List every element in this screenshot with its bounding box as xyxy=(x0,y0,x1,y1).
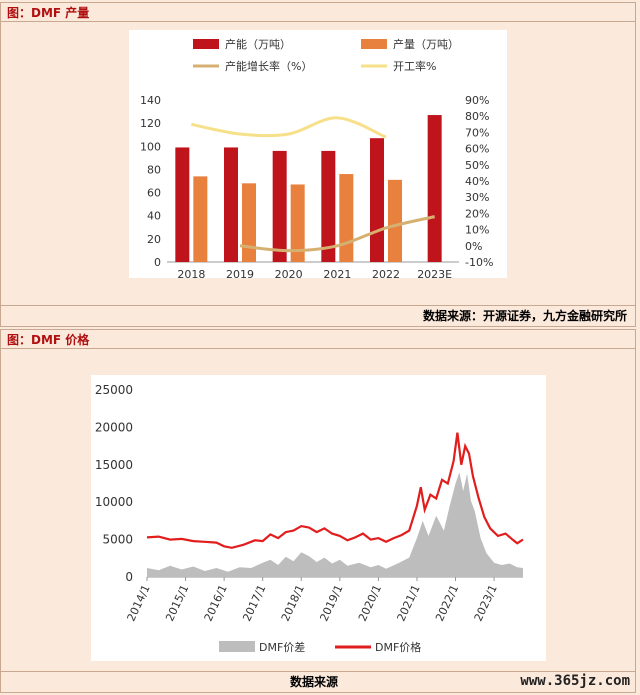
legend-price-label: DMF价格 xyxy=(375,640,421,654)
bar-output xyxy=(193,176,208,262)
y-tick-label: 0 xyxy=(125,570,133,584)
bar-capacity xyxy=(224,147,238,262)
legend-label: 产能增长率（%） xyxy=(225,59,312,73)
right-tick-label: 0% xyxy=(465,240,482,253)
bar-capacity xyxy=(370,138,384,262)
y-tick-label: 15000 xyxy=(95,458,133,472)
chart2-source-bar: 数据来源 xyxy=(0,671,636,693)
x-tick-label: 2018/1 xyxy=(279,583,307,624)
left-tick-label: 80 xyxy=(147,163,161,176)
legend-spread-swatch xyxy=(219,641,255,652)
x-tick-label: 2020/1 xyxy=(356,583,384,624)
right-tick-label: 80% xyxy=(465,110,489,123)
right-tick-label: 70% xyxy=(465,126,489,139)
y-tick-label: 5000 xyxy=(102,533,133,547)
bar-capacity xyxy=(272,150,287,262)
utilization-line xyxy=(191,116,387,139)
legend-swatch xyxy=(361,39,387,49)
capacity-chart: 0 20 40 60 80 100 120 140 -10% 0% 10% 20% 30% 40% 50% 6… xyxy=(140,37,493,281)
category-tick-label: 2022 xyxy=(372,268,400,278)
right-tick-label: 50% xyxy=(465,159,489,172)
capacity-chart-box: 0 20 40 60 80 100 120 140 -10% 0% 10% 20% 30% 40% 50% 6… xyxy=(129,30,507,281)
legend-spread-label: DMF价差 xyxy=(259,640,305,654)
left-tick-label: 20 xyxy=(147,233,161,246)
chart1-source-bar: 数据来源：开源证券，九方金融研究所 xyxy=(0,305,636,327)
legend-label: 开工率% xyxy=(393,59,436,73)
left-tick-label: 120 xyxy=(140,117,161,130)
legend-swatch xyxy=(193,39,219,49)
left-tick-label: 100 xyxy=(140,140,161,153)
x-tick-label: 2022/1 xyxy=(433,583,461,624)
bar-output xyxy=(290,184,305,262)
x-tick-label: 2017/1 xyxy=(240,583,268,624)
left-tick-label: 0 xyxy=(154,256,161,269)
right-tick-label: 60% xyxy=(465,143,489,156)
price-chart: 0 5000 10000 15000 20000 25000 2014/1 2015/1 201… xyxy=(95,383,524,654)
chart1-title-bar: 图：DMF 产量 xyxy=(0,2,636,22)
x-tick-label: 2019/1 xyxy=(317,583,345,624)
right-tick-label: 90% xyxy=(465,94,489,107)
y-tick-label: 10000 xyxy=(95,495,133,509)
price-line xyxy=(146,432,524,549)
left-tick-label: 140 xyxy=(140,94,161,107)
category-tick-label: 2020 xyxy=(275,268,303,278)
right-tick-label: 40% xyxy=(465,175,489,188)
chart2-panel: 0 5000 10000 15000 20000 25000 2014/1 2015/1 201… xyxy=(0,349,636,671)
spread-area xyxy=(147,472,523,577)
chart1-title: 图：DMF 产量 xyxy=(7,6,90,20)
left-tick-label: 40 xyxy=(147,210,161,223)
x-tick-label: 2016/1 xyxy=(202,583,230,624)
chart1-source: 数据来源：开源证券，九方金融研究所 xyxy=(422,309,627,323)
left-tick-label: 60 xyxy=(147,187,161,200)
bar-output xyxy=(339,174,354,262)
category-tick-label: 2021 xyxy=(323,268,351,278)
x-tick-label: 2021/1 xyxy=(395,583,423,624)
category-tick-label: 2018 xyxy=(177,268,205,278)
bar-output xyxy=(242,183,256,262)
legend-label: 产量（万吨） xyxy=(393,37,459,51)
right-tick-label: 20% xyxy=(465,207,489,220)
chart2-title-bar: 图：DMF 价格 xyxy=(0,329,636,349)
legend-label: 产能（万吨） xyxy=(225,37,291,51)
y-tick-label: 20000 xyxy=(95,420,133,434)
bar-output xyxy=(388,179,402,262)
price-chart-box: 0 5000 10000 15000 20000 25000 2014/1 2015/1 201… xyxy=(91,375,546,661)
bar-capacity xyxy=(321,150,336,262)
bar-capacity xyxy=(427,115,442,263)
category-tick-label: 2019 xyxy=(226,268,254,278)
right-tick-label: 30% xyxy=(465,191,489,204)
x-tick-label: 2015/1 xyxy=(163,583,191,624)
chart1-panel: 0 20 40 60 80 100 120 140 -10% 0% 10% 20% 30% 40% 50% 6… xyxy=(0,22,636,307)
category-tick-label: 2023E xyxy=(417,268,452,278)
chart2-source: 数据来源 xyxy=(289,675,338,689)
right-tick-label: 10% xyxy=(465,224,489,237)
chart2-title: 图：DMF 价格 xyxy=(7,333,90,347)
y-tick-label: 25000 xyxy=(95,383,133,397)
growth-rate-line xyxy=(239,215,436,253)
x-tick-label: 2023/1 xyxy=(472,583,500,624)
bar-capacity xyxy=(175,147,190,262)
watermark-text: www.365jz.com xyxy=(520,673,630,689)
right-tick-label: -10% xyxy=(465,256,493,269)
x-tick-label: 2014/1 xyxy=(125,583,153,624)
